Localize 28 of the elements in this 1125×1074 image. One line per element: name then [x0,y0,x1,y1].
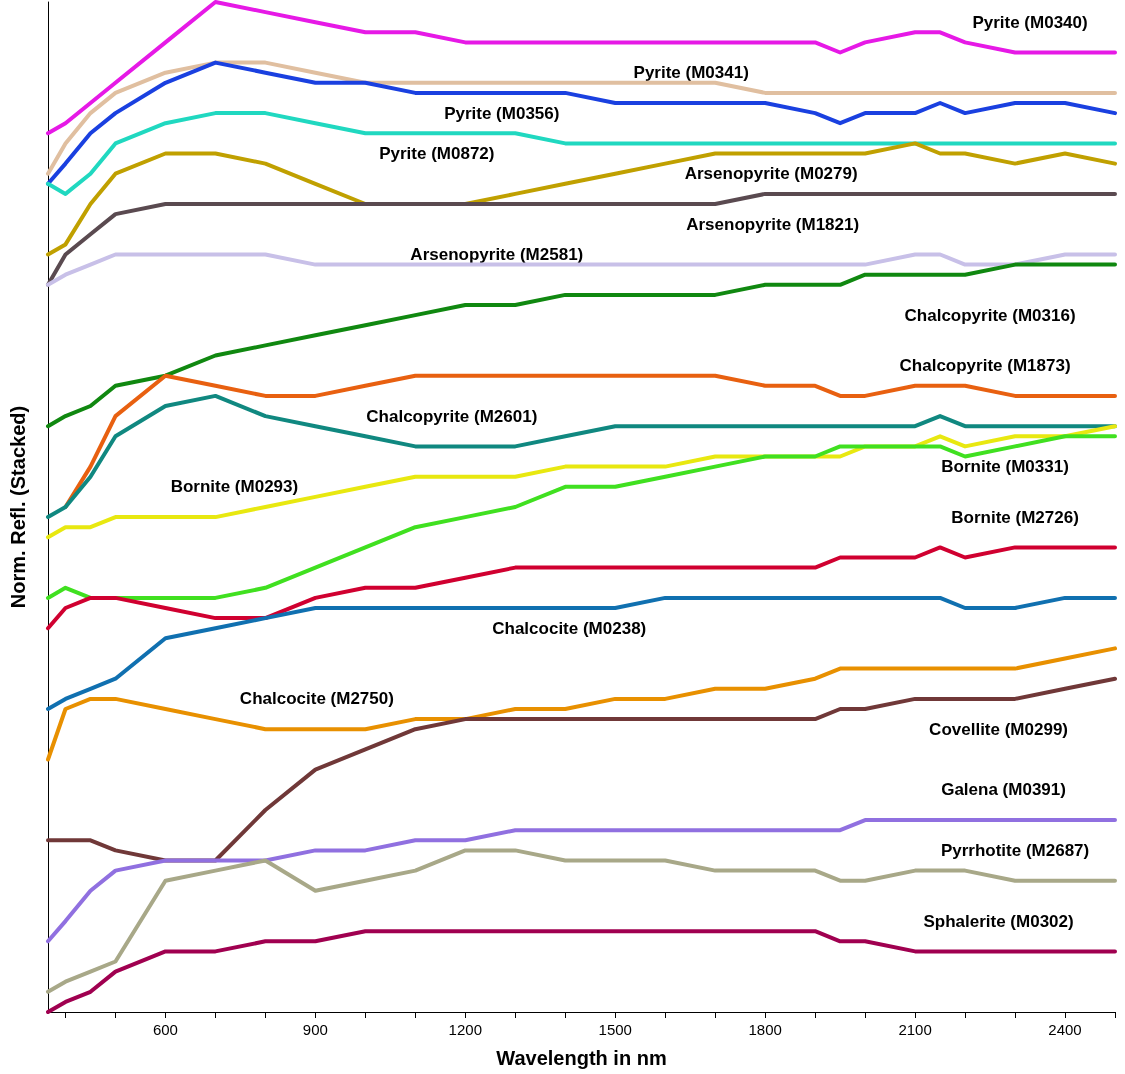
series-label: Pyrite (M0341) [633,63,749,83]
series-label: Chalcocite (M0238) [492,618,647,638]
series-label: Bornite (M2726) [951,507,1079,527]
x-tick-label: 1200 [448,1021,482,1038]
x-tick-label: 900 [302,1021,328,1038]
series-label: Bornite (M0293) [170,477,299,497]
x-tick-label: 2400 [1048,1021,1082,1038]
y-axis-title: Norm. Refl. (Stacked) [7,405,29,609]
series-label: Chalcopyrite (M2601) [366,406,538,426]
series-label: Arsenopyrite (M0279) [684,164,858,184]
series-label: Galena (M0391) [941,780,1066,800]
series-label: Pyrite (M0872) [379,144,495,163]
x-tick-label: 1800 [748,1021,782,1038]
x-tick-label: 2100 [898,1021,932,1038]
series-label: Pyrite (M0356) [444,103,560,123]
series-label: Pyrrhotite (M2687) [940,840,1090,860]
x-tick-label: 1500 [598,1021,632,1038]
series-label: Chalcopyrite (M1873) [899,356,1071,376]
x-tick-label: 600 [152,1021,178,1038]
series-label: Bornite (M0331) [941,457,1069,477]
series-label: Arsenopyrite (M2581) [410,245,584,264]
series-label: Chalcocite (M2750) [239,689,394,709]
series-label: Arsenopyrite (M1821) [686,214,860,234]
x-axis-title: Wavelength in nm [496,1047,667,1069]
series-label: Chalcopyrite (M0316) [904,305,1076,325]
series-label: Sphalerite (M0302) [923,911,1074,931]
series-label: Pyrite (M0340) [972,12,1088,32]
series-label: Covellite (M0299) [929,719,1068,739]
